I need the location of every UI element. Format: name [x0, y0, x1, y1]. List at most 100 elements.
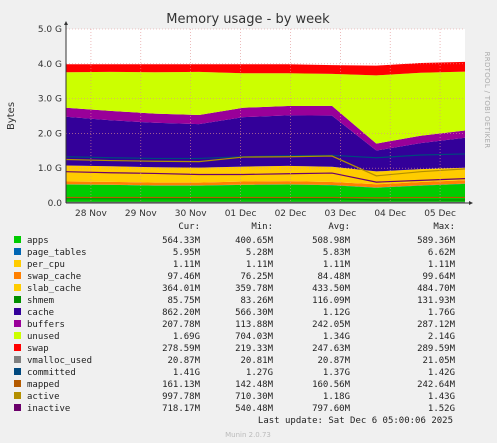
legend-cur-page_tables: 5.95M	[173, 248, 201, 258]
legend-max-committed: 1.42G	[428, 368, 455, 378]
legend-avg-cache: 1.12G	[323, 308, 350, 318]
legend-cur-committed: 1.41G	[173, 368, 200, 378]
legend-max-slab_cache: 484.70M	[417, 284, 456, 294]
legend-min-swap: 219.33M	[235, 344, 274, 354]
area-swap	[66, 61, 465, 76]
legend-min-slab_cache: 359.78M	[235, 284, 274, 294]
legend-min-shmem: 83.26M	[240, 296, 273, 306]
legend: Cur: Min: Avg: Max: apps 564.33M 400.65M 508.98…	[14, 222, 456, 414]
legend-avg-swap_cache: 84.48M	[317, 272, 350, 282]
axes	[64, 21, 473, 205]
legend-avg-unused: 1.34G	[323, 332, 350, 342]
legend-min-vmalloc_used: 20.81M	[240, 356, 273, 366]
legend-swatch-swap	[14, 344, 21, 351]
area-unused	[66, 71, 465, 144]
x-tick-label: 05 Dec	[424, 209, 456, 219]
legend-swatch-buffers	[14, 320, 21, 327]
x-tick-label: 03 Dec	[324, 209, 356, 219]
legend-avg-swap: 247.63M	[312, 344, 351, 354]
legend-min-swap_cache: 76.25M	[240, 272, 273, 282]
y-axis-arrow	[64, 21, 68, 25]
legend-label-shmem: shmem	[27, 296, 54, 306]
legend-header: Cur:	[178, 222, 200, 232]
area-swap_cache	[66, 180, 465, 188]
y-tick-label: 3.0 G	[38, 95, 62, 105]
legend-min-inactive: 540.48M	[235, 404, 274, 414]
legend-swatch-page_tables	[14, 248, 21, 255]
legend-label-vmalloc_used: vmalloc_used	[27, 356, 92, 366]
x-tick-label: 29 Nov	[125, 209, 158, 219]
legend-header: Avg:	[328, 222, 350, 232]
legend-cur-vmalloc_used: 20.87M	[167, 356, 200, 366]
legend-swatch-active	[14, 392, 21, 399]
y-ticks: 0.0 1.0 G 2.0 G 3.0 G 4.0 G 5.0 G	[38, 25, 62, 209]
legend-header: Max:	[433, 222, 455, 232]
line-committed	[65, 153, 466, 160]
legend-min-page_tables: 5.28M	[246, 248, 274, 258]
legend-cur-inactive: 718.17M	[162, 404, 201, 414]
line-active	[65, 155, 466, 177]
y-tick-label: 5.0 G	[38, 25, 62, 35]
legend-max-swap: 289.59M	[417, 344, 456, 354]
legend-max-page_tables: 6.62M	[428, 248, 456, 258]
legend-label-committed: committed	[27, 368, 76, 378]
x-axis-arrow	[469, 201, 473, 205]
legend-label-active: active	[27, 392, 60, 402]
legend-max-inactive: 1.52G	[428, 404, 455, 414]
legend-avg-inactive: 797.60M	[312, 404, 351, 414]
last-update: Last update: Sat Dec 6 05:00:06 2025	[258, 416, 453, 426]
legend-max-apps: 589.36M	[417, 236, 456, 246]
legend-avg-apps: 508.98M	[312, 236, 351, 246]
y-axis-label: Bytes	[6, 102, 17, 130]
area-buffers	[66, 105, 465, 151]
legend-swatch-unused	[14, 332, 21, 339]
legend-label-apps: apps	[27, 236, 49, 246]
legend-cur-buffers: 207.78M	[162, 320, 201, 330]
legend-swatch-shmem	[14, 296, 21, 303]
legend-max-shmem: 131.93M	[417, 296, 456, 306]
legend-cur-unused: 1.69G	[173, 332, 200, 342]
x-tick-label: 28 Nov	[75, 209, 108, 219]
legend-avg-active: 1.18G	[323, 392, 350, 402]
legend-max-cache: 1.76G	[428, 308, 455, 318]
legend-cur-swap: 278.59M	[162, 344, 201, 354]
legend-min-apps: 400.65M	[235, 236, 274, 246]
y-tick-label: 4.0 G	[38, 60, 62, 70]
legend-label-cache: cache	[27, 308, 54, 318]
legend-label-swap_cache: swap_cache	[27, 272, 81, 282]
legend-avg-committed: 1.37G	[323, 368, 350, 378]
legend-avg-vmalloc_used: 20.87M	[317, 356, 350, 366]
x-tick-label: 04 Dec	[374, 209, 406, 219]
legend-label-unused: unused	[27, 332, 60, 342]
legend-min-cache: 566.30M	[235, 308, 274, 318]
legend-label-per_cpu: per_cpu	[27, 260, 65, 270]
legend-min-per_cpu: 1.11M	[246, 260, 274, 270]
legend-cur-per_cpu: 1.11M	[173, 260, 201, 270]
x-tick-label: 02 Dec	[275, 209, 307, 219]
legend-min-mapped: 142.48M	[235, 380, 274, 390]
legend-label-mapped: mapped	[27, 380, 60, 390]
line-inactive	[65, 171, 466, 183]
legend-swatch-committed	[14, 368, 21, 375]
y-tick-label: 0.0	[48, 199, 63, 209]
legend-cur-slab_cache: 364.01M	[162, 284, 201, 294]
legend-swatch-cache	[14, 308, 21, 315]
legend-max-mapped: 242.64M	[417, 380, 456, 390]
legend-avg-per_cpu: 1.11M	[323, 260, 351, 270]
overlay-lines	[65, 153, 466, 203]
legend-label-slab_cache: slab_cache	[27, 284, 81, 294]
legend-label-buffers: buffers	[27, 320, 65, 330]
y-tick-label: 2.0 G	[38, 129, 62, 139]
legend-swatch-mapped	[14, 380, 21, 387]
legend-cur-shmem: 85.75M	[167, 296, 200, 306]
x-tick-label: 30 Nov	[175, 209, 208, 219]
legend-min-active: 710.30M	[235, 392, 274, 402]
legend-swatch-inactive	[14, 404, 21, 411]
legend-max-vmalloc_used: 21.05M	[422, 356, 455, 366]
legend-cur-active: 997.78M	[162, 392, 201, 402]
y-tick-label: 1.0 G	[38, 164, 62, 174]
legend-max-swap_cache: 99.64M	[422, 272, 455, 282]
legend-min-committed: 1.27G	[246, 368, 273, 378]
legend-cur-mapped: 161.13M	[162, 380, 201, 390]
legend-max-unused: 2.14G	[428, 332, 455, 342]
